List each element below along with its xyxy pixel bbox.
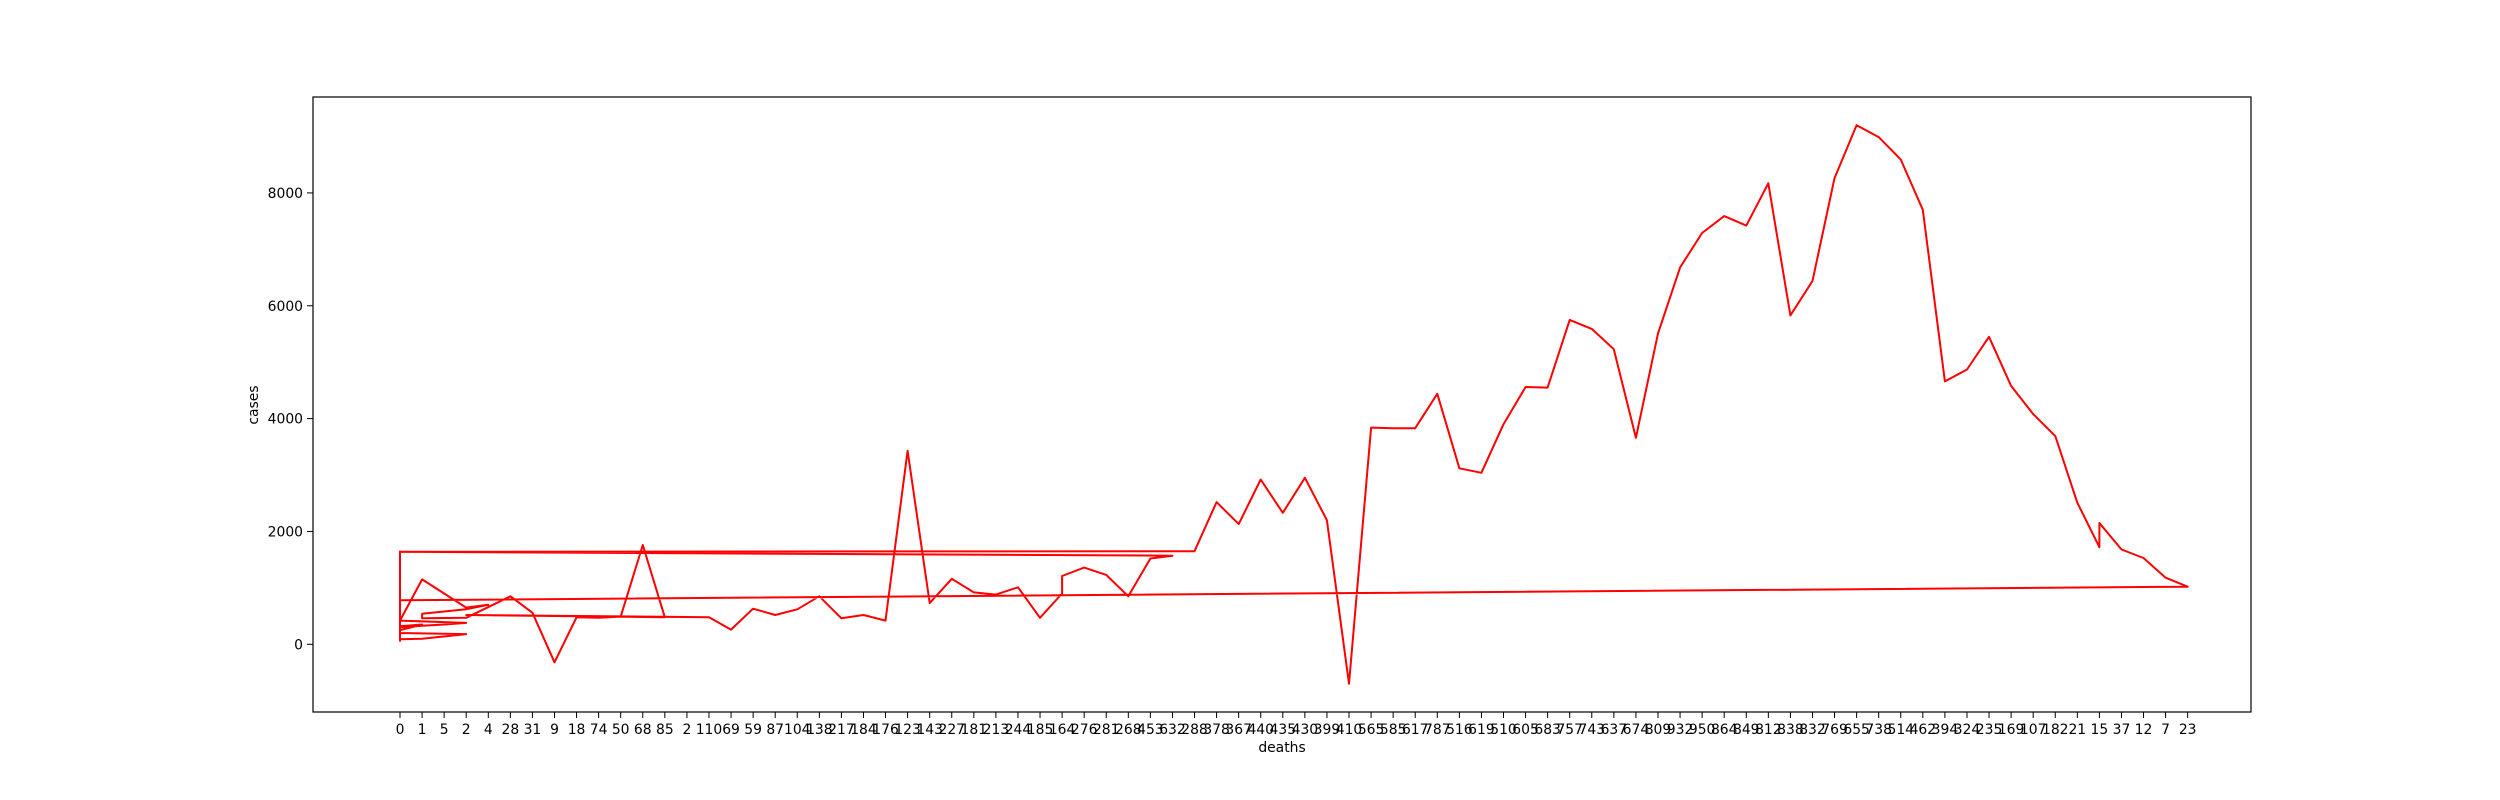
x-tick-label: 849 [1733, 722, 1760, 738]
x-tick-label: 674 [1623, 722, 1650, 738]
x-tick-label: 107 [2020, 722, 2047, 738]
x-tick-label: 435 [1270, 722, 1297, 738]
x-tick-label: 769 [1821, 722, 1848, 738]
x-tick-label: 617 [1402, 722, 1429, 738]
x-tick-label: 138 [806, 722, 833, 738]
x-tick-label: 9 [550, 722, 559, 738]
x-tick-label: 514 [1888, 722, 1915, 738]
x-tick-label: 104 [784, 722, 811, 738]
x-tick-label: 50 [612, 722, 630, 738]
x-tick-label: 430 [1292, 722, 1319, 738]
x-tick-label: 244 [1005, 722, 1032, 738]
x-tick-label: 123 [894, 722, 921, 738]
x-tick-label: 227 [938, 722, 965, 738]
x-tick-label: 23 [2179, 722, 2197, 738]
series-line-cases [399, 124, 2189, 685]
y-tick-label: 4000 [268, 412, 303, 428]
x-tick-label: 5 [440, 722, 449, 738]
x-tick-label: 324 [1954, 722, 1981, 738]
x-tick-label: 462 [1910, 722, 1937, 738]
x-tick-label: 637 [1601, 722, 1628, 738]
x-tick-label: 281 [1093, 722, 1120, 738]
x-tick-label: 68 [634, 722, 652, 738]
x-tick-label: 950 [1689, 722, 1716, 738]
x-tick-label: 185 [1027, 722, 1054, 738]
x-tick-label: 932 [1667, 722, 1694, 738]
plot-area-frame [312, 96, 2252, 713]
x-tick-label: 87 [766, 722, 784, 738]
y-tick-label: 0 [294, 637, 303, 653]
x-tick-label: 605 [1512, 722, 1539, 738]
x-tick-label: 394 [1932, 722, 1959, 738]
x-tick-label: 235 [1976, 722, 2003, 738]
x-tick-label: 15 [2091, 722, 2109, 738]
x-tick-label: 2 [682, 722, 691, 738]
x-tick-label: 4 [484, 722, 493, 738]
x-tick-label: 143 [916, 722, 943, 738]
x-tick-label: 37 [2113, 722, 2131, 738]
x-tick-label: 31 [524, 722, 542, 738]
x-tick-label: 812 [1755, 722, 1782, 738]
x-tick-label: 738 [1865, 722, 1892, 738]
x-tick-label: 28 [502, 722, 520, 738]
x-tick-label: 410 [1336, 722, 1363, 738]
x-tick-label: 585 [1380, 722, 1407, 738]
x-tick-label: 12 [2135, 722, 2153, 738]
x-tick-label: 565 [1358, 722, 1385, 738]
x-tick-label: 182 [2042, 722, 2069, 738]
x-tick-label: 510 [1490, 722, 1517, 738]
x-tick-label: 399 [1314, 722, 1341, 738]
x-tick-label: 632 [1159, 722, 1186, 738]
x-tick-label: 184 [850, 722, 877, 738]
y-tick-label: 6000 [268, 299, 303, 315]
x-tick-label: 809 [1645, 722, 1672, 738]
x-tick-label: 367 [1225, 722, 1252, 738]
y-axis-ticks: 0 2000 4000 6000 8000 [268, 186, 313, 653]
y-tick-label: 8000 [268, 186, 303, 202]
x-tick-label: 832 [1799, 722, 1826, 738]
x-tick-label: 838 [1777, 722, 1804, 738]
x-tick-label: 74 [590, 722, 608, 738]
x-tick-label: 288 [1181, 722, 1208, 738]
x-axis-label: deaths [1258, 740, 1305, 756]
x-tick-label: 18 [568, 722, 586, 738]
x-tick-label: 21 [2068, 722, 2086, 738]
x-tick-label: 378 [1203, 722, 1230, 738]
x-tick-label: 2 [462, 722, 471, 738]
x-tick-label: 69 [722, 722, 740, 738]
x-tick-label: 85 [656, 722, 674, 738]
x-tick-label: 169 [1998, 722, 2025, 738]
x-tick-label: 176 [872, 722, 899, 738]
x-tick-label: 864 [1711, 722, 1738, 738]
x-tick-label: 440 [1247, 722, 1274, 738]
x-tick-label: 743 [1579, 722, 1606, 738]
x-tick-label: 181 [961, 722, 988, 738]
x-tick-label: 217 [828, 722, 855, 738]
x-tick-label: 619 [1468, 722, 1495, 738]
x-tick-label: 213 [983, 722, 1010, 738]
x-tick-label: 276 [1071, 722, 1098, 738]
x-tick-label: 757 [1556, 722, 1583, 738]
x-tick-label: 787 [1424, 722, 1451, 738]
y-tick-label: 2000 [268, 524, 303, 540]
x-tick-label: 7 [2161, 722, 2170, 738]
y-axis-label: cases [246, 385, 262, 424]
x-tick-label: 516 [1446, 722, 1473, 738]
x-tick-label: 453 [1137, 722, 1164, 738]
x-tick-label: 683 [1534, 722, 1561, 738]
x-axis-ticks: 0 1 5 2 4 28 31 9 18 74 50 68 85 2 110 69 59 87 1041382171… [396, 712, 2197, 738]
x-tick-label: 59 [744, 722, 762, 738]
x-tick-label: 110 [696, 722, 723, 738]
x-tick-label: 268 [1115, 722, 1142, 738]
x-tick-label: 655 [1843, 722, 1870, 738]
x-tick-label: 164 [1049, 722, 1076, 738]
x-tick-label: 1 [418, 722, 427, 738]
x-tick-label: 0 [396, 722, 405, 738]
